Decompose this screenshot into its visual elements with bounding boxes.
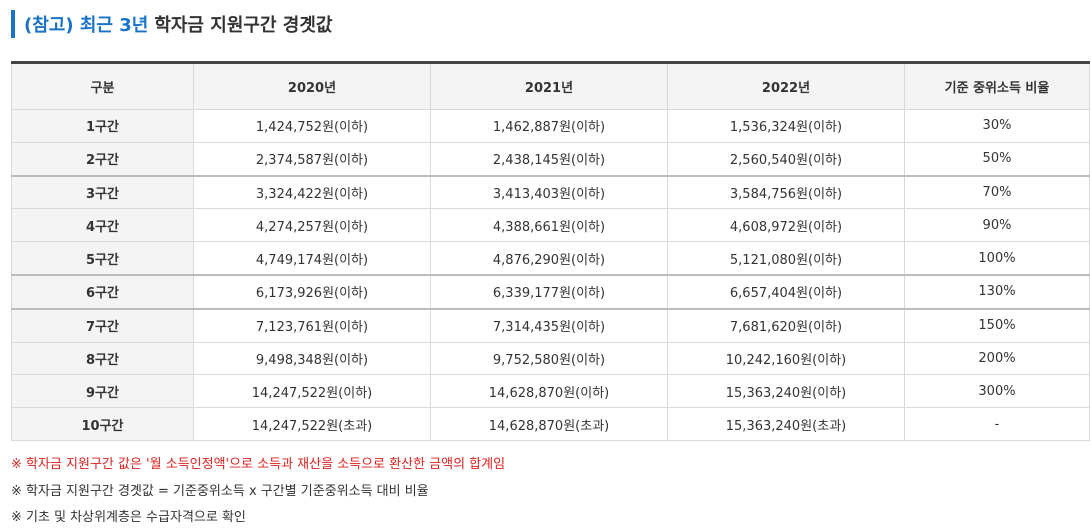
cell-2021: 3,413,403원(이하) bbox=[430, 175, 668, 210]
table-row: 8구간 9,498,348원(이하) 9,752,580원(이하) 10,242… bbox=[11, 341, 1090, 376]
cell-2022: 4,608,972원(이하) bbox=[667, 208, 905, 243]
cell-2022: 1,536,324원(이하) bbox=[667, 109, 905, 143]
cell-2020: 7,123,761원(이하) bbox=[193, 308, 431, 343]
cell-2021: 14,628,870원(초과) bbox=[430, 407, 668, 441]
table-row: 10구간 14,247,522원(초과) 14,628,870원(초과) 15,… bbox=[11, 407, 1090, 441]
cell-2021: 6,339,177원(이하) bbox=[430, 274, 668, 310]
table-row: 2구간 2,374,587원(이하) 2,438,145원(이하) 2,560,… bbox=[11, 141, 1090, 177]
row-label: 5구간 bbox=[11, 241, 194, 276]
row-label: 8구간 bbox=[11, 341, 194, 376]
cell-2021: 7,314,435원(이하) bbox=[430, 308, 668, 343]
cell-2020: 14,247,522원(초과) bbox=[193, 407, 431, 441]
section-title: (참고) 최근 3년 학자금 지원구간 경곗값 bbox=[11, 10, 332, 38]
cell-2020: 3,324,422원(이하) bbox=[193, 175, 431, 210]
cell-2020: 6,173,926원(이하) bbox=[193, 274, 431, 310]
cell-ratio: 90% bbox=[904, 208, 1090, 243]
cell-2022: 6,657,404원(이하) bbox=[667, 274, 905, 310]
cell-2022: 3,584,756원(이하) bbox=[667, 175, 905, 210]
cell-2020: 1,424,752원(이하) bbox=[193, 109, 431, 143]
footnote-basic-livelihood: ※ 기초 및 차상위계층은 수급자격으로 확인 bbox=[11, 510, 246, 525]
title-accent: (참고) 최근 3년 bbox=[24, 15, 149, 36]
table-header-row: 구분 2020년 2021년 2022년 기준 중위소득 비율 bbox=[11, 62, 1090, 110]
cell-ratio: 70% bbox=[904, 175, 1090, 210]
cell-ratio: - bbox=[904, 407, 1090, 441]
cell-2020: 4,274,257원(이하) bbox=[193, 208, 431, 243]
header-category: 구분 bbox=[11, 62, 194, 110]
cell-2021: 4,876,290원(이하) bbox=[430, 241, 668, 276]
cell-2021: 2,438,145원(이하) bbox=[430, 141, 668, 177]
table-row: 5구간 4,749,174원(이하) 4,876,290원(이하) 5,121,… bbox=[11, 241, 1090, 276]
cell-ratio: 50% bbox=[904, 141, 1090, 177]
cell-ratio: 150% bbox=[904, 308, 1090, 343]
header-ratio: 기준 중위소득 비율 bbox=[904, 62, 1090, 110]
cell-2022: 15,363,240원(초과) bbox=[667, 407, 905, 441]
cell-2020: 2,374,587원(이하) bbox=[193, 141, 431, 177]
cell-2021: 9,752,580원(이하) bbox=[430, 341, 668, 376]
cell-2020: 9,498,348원(이하) bbox=[193, 341, 431, 376]
table-row: 3구간 3,324,422원(이하) 3,413,403원(이하) 3,584,… bbox=[11, 175, 1090, 210]
footnote-income-definition: ※ 학자금 지원구간 값은 '월 소득인정액'으로 소득과 재산을 소득으로 환… bbox=[11, 457, 506, 472]
table-row: 9구간 14,247,522원(이하) 14,628,870원(이하) 15,3… bbox=[11, 374, 1090, 409]
header-2022: 2022년 bbox=[667, 62, 905, 110]
header-2020: 2020년 bbox=[193, 62, 431, 110]
row-label: 6구간 bbox=[11, 274, 194, 310]
row-label: 2구간 bbox=[11, 141, 194, 177]
cell-2021: 4,388,661원(이하) bbox=[430, 208, 668, 243]
row-label: 10구간 bbox=[11, 407, 194, 441]
table-row: 1구간 1,424,752원(이하) 1,462,887원(이하) 1,536,… bbox=[11, 109, 1090, 143]
header-2021: 2021년 bbox=[430, 62, 668, 110]
cell-2022: 15,363,240원(이하) bbox=[667, 374, 905, 409]
footnote-boundary-formula: ※ 학자금 지원구간 경곗값 = 기준중위소득 x 구간별 기준중위소득 대비 … bbox=[11, 483, 429, 499]
row-label: 3구간 bbox=[11, 175, 194, 210]
cell-2022: 7,681,620원(이하) bbox=[667, 308, 905, 343]
table-row: 6구간 6,173,926원(이하) 6,339,177원(이하) 6,657,… bbox=[11, 274, 1090, 310]
cell-2021: 14,628,870원(이하) bbox=[430, 374, 668, 409]
cell-2021: 1,462,887원(이하) bbox=[430, 109, 668, 143]
cell-2020: 14,247,522원(이하) bbox=[193, 374, 431, 409]
support-bracket-table: 구분 2020년 2021년 2022년 기준 중위소득 비율 1구간 1,42… bbox=[11, 61, 1090, 441]
row-label: 1구간 bbox=[11, 109, 194, 143]
cell-ratio: 130% bbox=[904, 274, 1090, 310]
cell-ratio: 100% bbox=[904, 241, 1090, 276]
row-label: 9구간 bbox=[11, 374, 194, 409]
row-label: 4구간 bbox=[11, 208, 194, 243]
row-label: 7구간 bbox=[11, 308, 194, 343]
cell-ratio: 30% bbox=[904, 109, 1090, 143]
table-row: 7구간 7,123,761원(이하) 7,314,435원(이하) 7,681,… bbox=[11, 308, 1090, 343]
table-row: 4구간 4,274,257원(이하) 4,388,661원(이하) 4,608,… bbox=[11, 208, 1090, 243]
cell-2020: 4,749,174원(이하) bbox=[193, 241, 431, 276]
footnotes: ※ 학자금 지원구간 값은 '월 소득인정액'으로 소득과 재산을 소득으로 환… bbox=[11, 452, 505, 532]
cell-ratio: 300% bbox=[904, 374, 1090, 409]
cell-ratio: 200% bbox=[904, 341, 1090, 376]
title-main: 학자금 지원구간 경곗값 bbox=[154, 15, 333, 36]
cell-2022: 5,121,080원(이하) bbox=[667, 241, 905, 276]
cell-2022: 2,560,540원(이하) bbox=[667, 141, 905, 177]
cell-2022: 10,242,160원(이하) bbox=[667, 341, 905, 376]
